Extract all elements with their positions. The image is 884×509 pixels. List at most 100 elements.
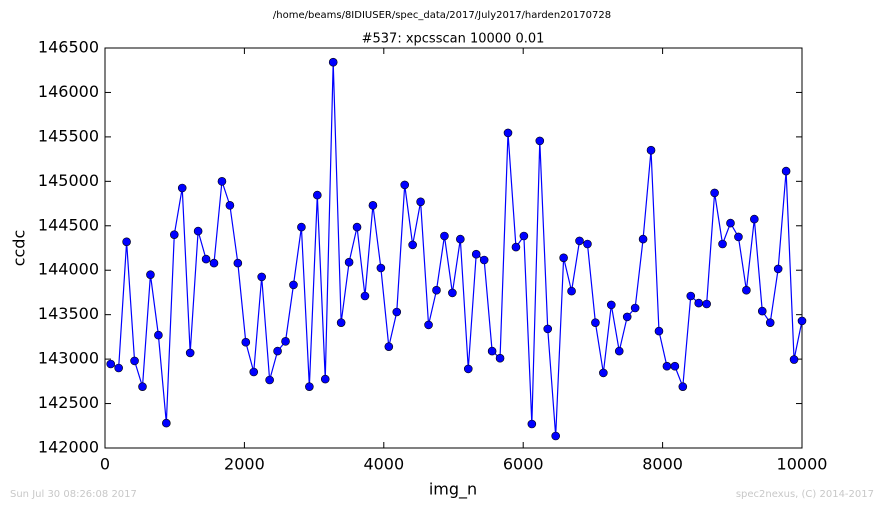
footer-left: Sun Jul 30 08:26:08 2017 bbox=[10, 489, 137, 500]
data-point bbox=[662, 361, 672, 371]
data-point bbox=[765, 318, 775, 327]
data-point bbox=[567, 286, 576, 296]
data-point bbox=[185, 348, 195, 358]
data-point bbox=[686, 291, 696, 301]
data-point bbox=[376, 263, 386, 273]
data-point bbox=[734, 232, 743, 242]
data-point bbox=[281, 337, 290, 346]
data-point bbox=[320, 374, 330, 384]
y-tick-label: 142500 bbox=[38, 393, 99, 412]
data-point bbox=[448, 288, 457, 298]
data-point bbox=[638, 234, 648, 244]
data-point bbox=[591, 318, 600, 327]
data-point bbox=[138, 382, 147, 391]
data-point bbox=[575, 236, 584, 246]
data-point bbox=[599, 368, 608, 378]
data-point bbox=[177, 183, 187, 193]
data-point bbox=[233, 258, 243, 268]
data-point bbox=[297, 222, 306, 232]
y-tick-label: 146000 bbox=[38, 82, 99, 101]
data-point bbox=[456, 234, 465, 244]
data-point bbox=[757, 306, 767, 316]
data-point bbox=[169, 230, 179, 239]
data-point bbox=[670, 361, 680, 371]
data-point bbox=[360, 291, 370, 301]
data-point bbox=[479, 255, 489, 265]
data-point bbox=[678, 382, 688, 391]
data-point bbox=[543, 324, 553, 334]
data-point bbox=[471, 249, 481, 259]
y-tick-label: 145000 bbox=[38, 171, 99, 190]
x-tick-label: 6000 bbox=[503, 455, 544, 474]
y-tick-label: 142000 bbox=[38, 438, 99, 457]
y-tick-label: 144000 bbox=[38, 260, 99, 279]
chart-title: #537: xpcsscan 10000 0.01 bbox=[362, 32, 545, 47]
data-point bbox=[694, 298, 704, 308]
data-point bbox=[368, 201, 378, 210]
data-point bbox=[742, 285, 751, 295]
data-point bbox=[384, 342, 394, 351]
data-point bbox=[789, 355, 799, 364]
x-tick-label: 10000 bbox=[777, 455, 828, 474]
data-point bbox=[440, 231, 449, 241]
data-point bbox=[559, 253, 568, 263]
data-point bbox=[781, 166, 791, 176]
data-point bbox=[209, 258, 219, 268]
y-tick-label: 143000 bbox=[38, 349, 99, 368]
data-point bbox=[344, 257, 354, 267]
data-point bbox=[193, 226, 203, 236]
data-point bbox=[305, 382, 314, 391]
data-point bbox=[201, 254, 211, 264]
data-point bbox=[726, 218, 735, 228]
y-axis-label: ccdc bbox=[10, 230, 29, 267]
data-point bbox=[797, 316, 807, 326]
data-point bbox=[328, 57, 338, 67]
data-point bbox=[416, 197, 425, 207]
data-point bbox=[241, 337, 251, 347]
data-point bbox=[630, 303, 640, 313]
data-point bbox=[162, 418, 171, 428]
data-point bbox=[654, 326, 664, 336]
y-tick-label: 145500 bbox=[38, 126, 99, 145]
y-tick-label: 146500 bbox=[38, 38, 99, 57]
data-point bbox=[551, 431, 560, 441]
data-point bbox=[424, 320, 433, 330]
data-point bbox=[710, 188, 719, 198]
plot-frame bbox=[104, 47, 803, 449]
data-point bbox=[265, 375, 274, 385]
data-point bbox=[217, 177, 227, 186]
data-point bbox=[773, 264, 783, 274]
data-point bbox=[432, 285, 441, 295]
data-point bbox=[495, 353, 505, 363]
data-point bbox=[273, 346, 282, 356]
data-point bbox=[646, 145, 656, 155]
data-point bbox=[289, 280, 298, 290]
data-point bbox=[249, 367, 259, 377]
x-axis-label: img_n bbox=[429, 480, 477, 500]
y-tick-label: 144500 bbox=[38, 215, 99, 234]
data-point bbox=[702, 299, 711, 309]
data-point bbox=[718, 239, 727, 249]
data-point bbox=[352, 222, 362, 232]
data-point bbox=[527, 419, 537, 429]
data-point bbox=[400, 180, 410, 190]
x-tick-label: 8000 bbox=[642, 455, 683, 474]
x-tick-label: 0 bbox=[100, 455, 110, 474]
data-point bbox=[519, 231, 529, 241]
data-point bbox=[336, 318, 346, 327]
y-tick-label: 143500 bbox=[38, 304, 99, 323]
data-point bbox=[607, 300, 616, 310]
data-point bbox=[257, 272, 266, 282]
data-point bbox=[583, 239, 592, 249]
x-tick-label: 2000 bbox=[224, 455, 265, 474]
data-point bbox=[122, 237, 131, 247]
data-point bbox=[154, 330, 163, 340]
data-point bbox=[622, 312, 632, 322]
x-tick-label: 4000 bbox=[363, 455, 404, 474]
data-point bbox=[463, 364, 473, 374]
footer-right: spec2nexus, (C) 2014-2017 bbox=[736, 489, 874, 500]
data-point bbox=[225, 201, 235, 210]
data-point bbox=[408, 240, 417, 250]
data-point bbox=[146, 270, 155, 279]
